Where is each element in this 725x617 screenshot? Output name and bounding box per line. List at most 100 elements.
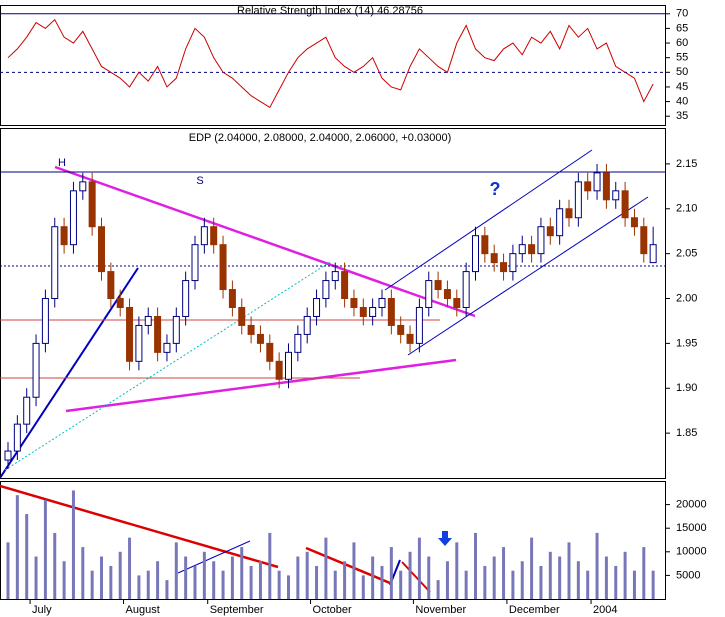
candle-body	[649, 244, 657, 264]
candle-body	[275, 360, 283, 380]
volume-bar	[62, 561, 66, 599]
candle-body	[621, 190, 629, 219]
volume-bar	[642, 547, 646, 599]
rsi-panel	[0, 5, 666, 126]
rsi-title: Relative Strength Index (14) 46.28756	[237, 5, 423, 17]
candle-body	[210, 226, 218, 246]
volume-bar	[174, 542, 178, 599]
x-tick-label: July	[32, 604, 52, 616]
volume-bar	[193, 565, 197, 599]
candle-body	[630, 217, 638, 228]
candle-body	[602, 172, 610, 201]
candle-body	[565, 208, 573, 219]
volume-bar	[548, 551, 552, 599]
volume-bar	[230, 556, 234, 599]
volume-bar	[530, 537, 534, 599]
candle-body	[238, 306, 246, 326]
volume-bar	[408, 551, 412, 599]
candle-body	[256, 333, 264, 344]
volume-bar	[389, 547, 393, 599]
candle-body	[98, 226, 105, 273]
candle-body	[247, 324, 255, 335]
y-tick-label: 55	[676, 52, 688, 64]
candle-body	[359, 306, 367, 317]
candle-body	[528, 244, 536, 255]
x-tick-label: October	[313, 604, 352, 616]
candle-body	[556, 208, 564, 237]
candle-body	[387, 298, 395, 326]
volume-bar	[305, 551, 309, 599]
volume-bar	[100, 556, 103, 599]
volume-bar	[586, 570, 590, 599]
volume-bar	[128, 537, 132, 599]
volume-bar	[380, 565, 384, 599]
candle-body	[462, 271, 470, 308]
arrow-icon	[438, 531, 452, 546]
volume-bar	[15, 495, 19, 599]
candle-body	[88, 181, 96, 228]
candle-body	[4, 450, 12, 461]
rsi-line	[7, 18, 654, 109]
channel-line	[384, 149, 593, 291]
candle-body	[472, 235, 479, 273]
volume-bar	[343, 561, 347, 599]
volume-bar	[109, 565, 113, 599]
volume-bar	[361, 575, 365, 599]
volume-bar	[221, 570, 225, 599]
volume-trend	[177, 540, 251, 574]
candle-body	[13, 423, 21, 452]
trend-lines	[0, 149, 665, 593]
candle-body	[303, 315, 311, 335]
volume-bar	[212, 561, 216, 599]
candle-body	[79, 181, 87, 192]
volume-bar	[249, 565, 253, 599]
volume-bar	[81, 547, 85, 599]
candle-body	[294, 333, 302, 353]
candle-body	[266, 342, 274, 362]
candle-body	[32, 342, 40, 398]
volume-bar	[165, 580, 169, 599]
volume-bar	[371, 556, 375, 599]
x-tick-label: December	[509, 604, 560, 616]
trend-line	[0, 267, 139, 479]
volume-bar	[268, 532, 272, 599]
candle-body	[331, 271, 339, 282]
candle-body	[285, 351, 292, 380]
volume-bar	[417, 537, 421, 599]
candle-body	[453, 298, 461, 308]
volume-bar	[6, 542, 10, 599]
candle-body	[415, 306, 423, 344]
y-tick-label: 65	[676, 22, 688, 34]
annotation: ?	[490, 179, 501, 199]
candle-body	[51, 226, 59, 300]
candle-body	[144, 315, 152, 326]
volume-bar	[474, 532, 477, 599]
volume-bar	[34, 556, 38, 599]
volume-bar	[436, 580, 440, 599]
volume-bar	[651, 570, 655, 599]
volume-bar	[632, 570, 636, 599]
volume-bar	[258, 561, 262, 599]
trend-line	[54, 165, 476, 318]
candle-body	[509, 253, 517, 273]
candle-body	[406, 333, 414, 344]
volume-bar	[604, 556, 608, 599]
candle-body	[23, 396, 31, 425]
volume-bar	[623, 551, 627, 599]
volume-bar	[502, 547, 506, 599]
trend-line	[65, 358, 457, 413]
x-tick-label: 2004	[593, 604, 617, 616]
fan-line	[4, 261, 331, 471]
volume-bar	[240, 547, 244, 599]
candle-body	[434, 280, 442, 291]
candle-body	[500, 262, 508, 273]
candle-body	[172, 315, 180, 344]
candle-body	[191, 244, 199, 282]
candle-body	[518, 244, 526, 255]
volume-bar	[43, 499, 47, 599]
y-tick-label: 1.90	[676, 382, 697, 394]
volume-bar	[539, 565, 543, 599]
candle-body	[126, 306, 134, 362]
y-tick-label: 1.95	[676, 337, 697, 349]
volume-bar	[202, 551, 206, 599]
